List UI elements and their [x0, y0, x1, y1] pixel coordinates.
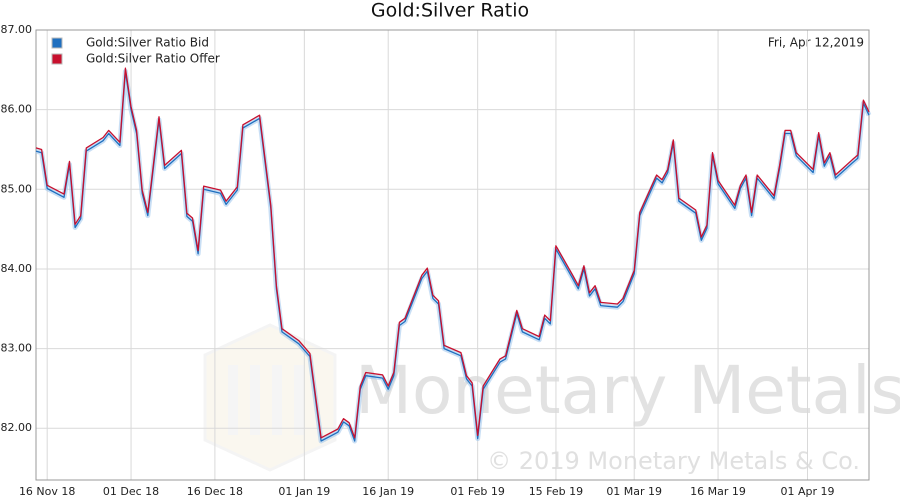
x-tick-label: 16 Mar 19 [690, 485, 746, 498]
watermark-logo [203, 323, 337, 472]
y-tick-label: 82.00 [1, 421, 33, 434]
x-tick-label: 01 Apr 19 [780, 485, 834, 498]
watermark: Monetary Metals [355, 352, 900, 429]
y-tick-label: 85.00 [1, 182, 33, 195]
y-tick-label: 84.00 [1, 262, 33, 275]
x-tick-label: 16 Dec 18 [187, 485, 243, 498]
legend-swatch [51, 53, 63, 65]
legend-label: Gold:Silver Ratio Offer [86, 52, 220, 66]
annotation: Fri, Apr 12,2019 [768, 36, 864, 50]
x-tick-label: 01 Jan 19 [278, 485, 330, 498]
x-tick-label: 01 Feb 19 [450, 485, 504, 498]
chart-title: Gold:Silver Ratio [371, 0, 529, 22]
plot-frame [35, 29, 870, 481]
copyright: © 2019 Monetary Metals & Co. [487, 447, 860, 475]
legend-label: Gold:Silver Ratio Bid [86, 36, 209, 50]
x-tick-label: 16 Jan 19 [362, 485, 414, 498]
x-tick-label: 01 Dec 18 [103, 485, 159, 498]
x-tick-label: 01 Mar 19 [606, 485, 662, 498]
legend-swatch [51, 37, 63, 49]
y-tick-label: 83.00 [1, 342, 33, 355]
x-tick-label: 15 Feb 19 [529, 485, 583, 498]
y-tick-label: 86.00 [1, 103, 33, 116]
line [35, 67, 870, 439]
y-tick-label: 87.00 [1, 23, 33, 36]
x-tick-label: 16 Nov 18 [19, 485, 75, 498]
